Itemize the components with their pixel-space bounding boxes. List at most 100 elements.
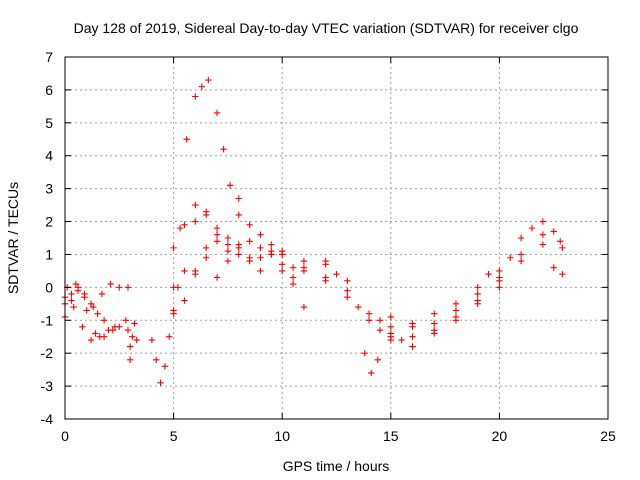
data-point bbox=[96, 333, 103, 340]
data-point bbox=[133, 336, 140, 344]
x-tick-label: 5 bbox=[170, 428, 178, 444]
data-point bbox=[557, 238, 564, 245]
data-point bbox=[213, 109, 221, 117]
series-track-b bbox=[61, 294, 119, 344]
data-point bbox=[246, 238, 253, 245]
data-point bbox=[105, 326, 112, 334]
data-point bbox=[322, 261, 329, 268]
chart-title: Day 128 of 2019, Sidereal Day-to-day VTE… bbox=[74, 20, 579, 36]
data-point bbox=[300, 257, 308, 265]
series-track-c bbox=[63, 280, 123, 311]
data-point bbox=[220, 145, 227, 153]
data-point bbox=[72, 280, 80, 288]
x-tick-label: 10 bbox=[274, 428, 290, 444]
data-point bbox=[124, 284, 132, 291]
data-point bbox=[559, 271, 566, 278]
data-point bbox=[268, 247, 275, 255]
data-point bbox=[528, 224, 536, 232]
data-point bbox=[550, 228, 557, 235]
data-point bbox=[170, 284, 177, 291]
data-point bbox=[129, 333, 136, 340]
data-point bbox=[344, 294, 351, 301]
data-point bbox=[387, 313, 394, 321]
data-point bbox=[246, 221, 253, 229]
y-tick-label: 2 bbox=[45, 214, 53, 230]
data-point bbox=[235, 211, 242, 219]
data-point bbox=[176, 224, 184, 232]
data-point bbox=[131, 320, 138, 327]
data-point bbox=[257, 231, 264, 238]
data-point bbox=[550, 264, 557, 271]
data-point bbox=[257, 267, 264, 275]
data-point bbox=[387, 336, 394, 344]
data-point bbox=[224, 247, 232, 255]
data-point bbox=[181, 221, 188, 229]
series-hump-3 bbox=[181, 238, 308, 311]
y-tick-label: 4 bbox=[45, 148, 53, 164]
x-tick-label: 20 bbox=[492, 428, 508, 444]
data-point bbox=[452, 317, 460, 324]
data-point bbox=[322, 274, 329, 281]
data-point bbox=[213, 231, 221, 238]
data-point bbox=[496, 274, 503, 281]
data-point bbox=[376, 317, 384, 324]
data-point bbox=[431, 320, 438, 327]
data-point bbox=[181, 267, 188, 275]
data-point bbox=[213, 238, 221, 245]
data-point bbox=[235, 251, 242, 258]
series-scatter-mid bbox=[122, 284, 140, 363]
data-point bbox=[153, 356, 160, 363]
data-point bbox=[496, 267, 503, 275]
data-point bbox=[365, 317, 373, 324]
data-point bbox=[539, 218, 547, 225]
data-point bbox=[474, 284, 481, 291]
data-point bbox=[126, 356, 134, 363]
data-point bbox=[474, 290, 481, 298]
data-point bbox=[365, 310, 373, 317]
data-point bbox=[161, 363, 169, 370]
x-tick-label: 25 bbox=[600, 428, 616, 444]
data-point bbox=[192, 201, 199, 209]
data-point bbox=[224, 234, 232, 242]
series-dip bbox=[148, 284, 182, 386]
data-point bbox=[409, 333, 416, 340]
data-point bbox=[257, 244, 264, 252]
data-point bbox=[100, 317, 108, 324]
data-point bbox=[409, 320, 416, 327]
data-point bbox=[361, 349, 368, 357]
data-point bbox=[122, 317, 130, 324]
x-axis-label: GPS time / hours bbox=[283, 458, 390, 474]
data-point bbox=[235, 195, 242, 202]
data-point bbox=[202, 254, 210, 261]
y-tick-label: 3 bbox=[45, 181, 53, 197]
data-point bbox=[279, 251, 286, 258]
data-point bbox=[213, 224, 221, 232]
data-point bbox=[344, 277, 351, 284]
data-point bbox=[226, 182, 234, 189]
data-point bbox=[496, 284, 503, 291]
data-point bbox=[387, 330, 394, 337]
series-track-a bbox=[61, 284, 123, 340]
data-point bbox=[111, 323, 119, 331]
data-point bbox=[268, 241, 275, 248]
data-point bbox=[198, 83, 206, 90]
data-point bbox=[87, 300, 95, 308]
data-point bbox=[368, 369, 375, 377]
data-point bbox=[107, 280, 114, 288]
data-point bbox=[192, 218, 199, 225]
y-tick-label: 1 bbox=[45, 246, 53, 262]
data-point bbox=[289, 264, 297, 271]
y-tick-label: 6 bbox=[45, 82, 53, 98]
data-point bbox=[517, 234, 525, 242]
y-tick-label: 7 bbox=[45, 49, 53, 65]
data-point bbox=[409, 343, 416, 350]
data-point bbox=[300, 267, 308, 275]
data-point bbox=[289, 274, 297, 281]
data-point bbox=[79, 323, 86, 331]
data-point bbox=[181, 297, 188, 304]
data-point bbox=[559, 244, 566, 252]
data-point bbox=[205, 76, 212, 84]
data-point bbox=[98, 290, 106, 298]
data-point bbox=[279, 267, 286, 275]
